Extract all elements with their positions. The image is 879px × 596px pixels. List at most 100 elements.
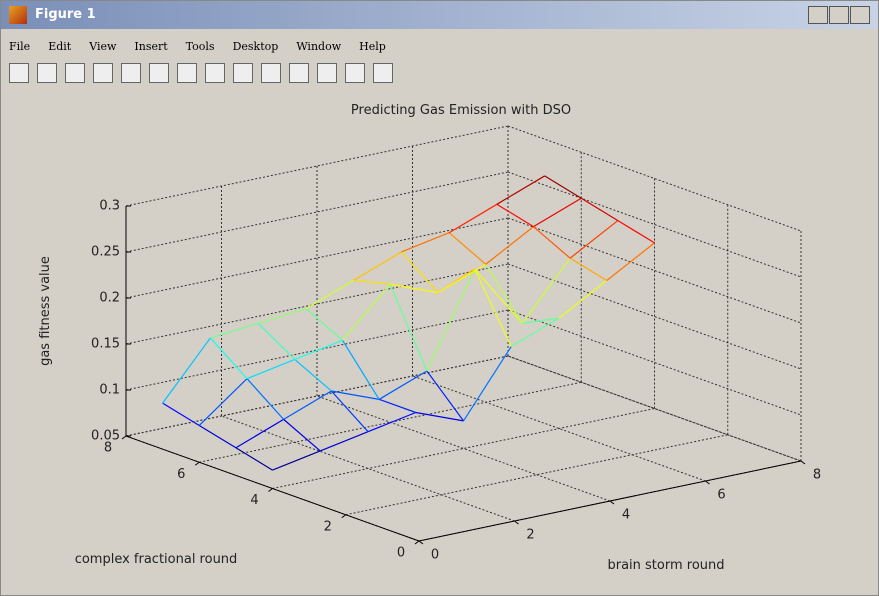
mesh-edge (401, 232, 450, 253)
menu-item[interactable]: File (9, 40, 31, 53)
colorbar-button[interactable] (289, 63, 309, 83)
menu-item[interactable]: View (89, 40, 117, 53)
hide-tools-button[interactable] (345, 63, 365, 83)
menu-item[interactable]: Window (296, 40, 342, 53)
x-tick (705, 480, 710, 485)
mesh-edge (617, 220, 655, 244)
app-icon (9, 6, 27, 24)
mesh-edge (257, 308, 307, 324)
mesh-edge (257, 322, 296, 360)
legend-button[interactable] (317, 63, 337, 83)
mesh-edge (198, 378, 248, 426)
mesh-edge (533, 226, 571, 259)
mesh-edge (496, 175, 545, 205)
mesh-edge (606, 242, 655, 281)
show-tools-button[interactable] (373, 63, 393, 83)
mesh-edge (246, 378, 285, 420)
mesh-edge (283, 418, 321, 452)
mesh-edge (437, 263, 487, 294)
datacursor-button[interactable] (261, 63, 281, 83)
mesh-edge (558, 280, 608, 319)
grid-line (125, 355, 509, 437)
grid-line (125, 217, 509, 299)
y-tick-label: 0 (397, 546, 405, 561)
open-button[interactable] (37, 63, 57, 83)
pan-button[interactable] (205, 63, 225, 83)
grid-line (199, 381, 582, 463)
mesh-edge (569, 220, 619, 259)
menu-bar: File Edit View Insert Tools Desktop Window Help (1, 35, 878, 59)
y-tick (268, 488, 273, 492)
chart-title: Predicting Gas Emission with DSO (351, 103, 571, 118)
grid-line (125, 263, 509, 345)
mesh-edge (544, 175, 582, 199)
x-tick (514, 520, 519, 525)
mesh-edge (341, 339, 380, 400)
menu-item[interactable]: Edit (48, 40, 72, 53)
mesh-edge (522, 317, 560, 324)
x-axis-label: brain storm round (607, 558, 724, 573)
mesh-edge (246, 358, 295, 380)
menu-item[interactable]: Desktop (232, 40, 279, 53)
mesh-edge (294, 339, 343, 361)
x-tick-label: 2 (526, 528, 534, 543)
mesh-edge (342, 283, 391, 341)
y-tick (121, 435, 127, 440)
mesh-edge (162, 337, 211, 404)
x-tick (800, 460, 806, 465)
rotate-button[interactable] (233, 63, 253, 83)
zoom-in-button[interactable] (149, 63, 169, 83)
x-tick-label: 0 (431, 548, 439, 563)
mesh-edge (235, 418, 284, 449)
x-tick-label: 4 (622, 508, 630, 523)
z-tick-label: 0.25 (91, 245, 120, 260)
mesh-edge (235, 447, 273, 471)
mesh-edge (521, 257, 571, 324)
maximize-button[interactable] (829, 6, 849, 24)
x-tick (418, 540, 424, 545)
grid-line (272, 408, 655, 489)
x-tick (609, 500, 615, 505)
y-tick (194, 461, 200, 466)
title-bar: Figure 1 (1, 1, 878, 29)
close-button[interactable] (850, 6, 870, 24)
y-axis-label: complex fractional round (75, 552, 238, 567)
mesh-edge (162, 402, 200, 426)
mesh-edge (580, 197, 619, 222)
menu-item[interactable]: Insert (134, 40, 168, 53)
mesh-edge (510, 317, 560, 348)
mesh-edge (390, 283, 439, 294)
mesh-edge (210, 322, 259, 339)
mesh-edge (474, 268, 512, 347)
mesh-edge (485, 263, 523, 324)
mesh-edge (485, 226, 534, 265)
mesh-edge (283, 390, 332, 420)
chart: Predicting Gas Emission with DSO gas fit… (38, 103, 821, 573)
mesh-edge (198, 424, 237, 449)
grid-line (125, 171, 509, 253)
mesh-edge (448, 203, 498, 234)
mesh-edge (378, 370, 428, 400)
menu-item[interactable]: Tools (185, 40, 215, 53)
mesh-edge (209, 337, 248, 380)
grid-line (345, 434, 728, 516)
zoom-out-button[interactable] (177, 63, 197, 83)
z-tick-label: 0.15 (91, 337, 120, 352)
y-tick (414, 540, 420, 545)
mesh-edge (569, 257, 608, 282)
save-button[interactable] (65, 63, 85, 83)
z-tick-label: 0.1 (99, 383, 120, 398)
grid-line (125, 309, 509, 391)
mesh-edge (331, 390, 380, 400)
new-button[interactable] (9, 63, 29, 83)
print-button[interactable] (93, 63, 113, 83)
mesh-edge (272, 450, 321, 471)
menu-item[interactable]: Help (359, 40, 386, 53)
x-tick-label: 6 (717, 488, 725, 503)
y-tick-label: 4 (250, 493, 258, 508)
z-axis-label: gas fitness value (38, 256, 53, 366)
minimize-button[interactable] (808, 6, 828, 24)
select-button[interactable] (121, 63, 141, 83)
y-tick-label: 8 (104, 441, 112, 456)
mesh-edge (426, 370, 464, 422)
